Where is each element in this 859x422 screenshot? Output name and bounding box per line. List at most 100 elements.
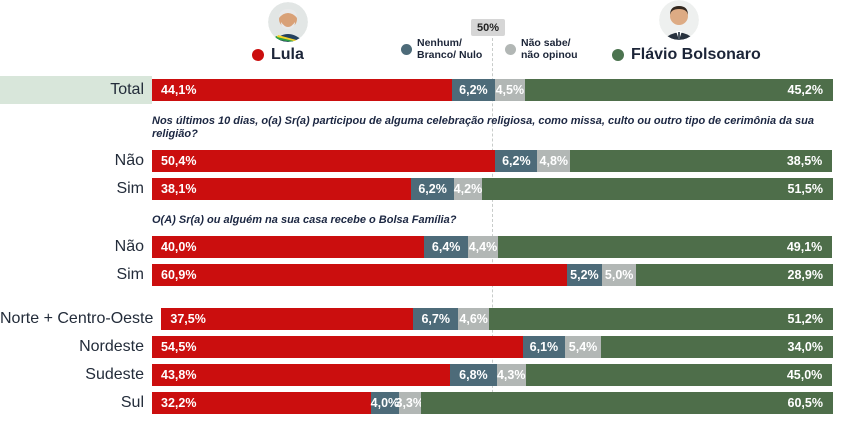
bar-total: 44,1% 6,2% 4,5% 45,2% [152,79,833,101]
segment-value: 5,0% [604,268,634,282]
bar-bolsa-nao: 40,0% 6,4% 4,4% 49,1% [152,236,833,258]
nenhum-label-line2: Branco/ Nulo [417,49,483,61]
fifty-percent-gridline [492,38,493,408]
segment-nao-sabe: 4,5% [494,79,526,101]
row-label: Não [114,152,144,169]
segment-value: 4,2% [453,182,483,196]
segment-lula: 50,4% [152,150,496,172]
segment-flavio: 51,5% [482,178,833,200]
flavio-avatar-image [659,0,699,40]
lula-avatar [268,2,308,42]
nao-sabe-label-line1: Não sabe/ [521,37,571,49]
row-label: Total [0,76,152,104]
segment-lula: 40,0% [152,236,425,258]
segment-value: 4,3% [496,368,526,382]
row-label: Sudeste [85,366,144,383]
bar-sul: 32,2% 4,0% 3,3% 60,5% [152,392,833,414]
nao-sabe-dot-icon [505,43,516,55]
flavio-label: Flávio Bolsonaro [631,46,761,63]
segment-lula: 44,1% [152,79,453,101]
row-total: Total 44,1% 6,2% 4,5% 45,2% [0,76,833,104]
segment-value: 5,4% [568,340,598,354]
legend-lula: Lula [252,46,304,64]
segment-value: 54,5% [161,340,197,354]
segment-lula: 43,8% [152,364,451,386]
segment-value: 4,0% [370,396,400,410]
segment-lula: 32,2% [152,392,372,414]
stacked-bar-chart: Total 44,1% 6,2% 4,5% 45,2% Nos últimos … [0,76,833,420]
segment-nao-sabe: 4,8% [537,150,571,172]
legend-nenhum-branco-nulo: Nenhum/ Branco/ Nulo [401,37,482,61]
segment-flavio: 38,5% [570,150,833,172]
segment-value: 6,7% [421,312,450,326]
segment-value: 5,2% [570,268,599,282]
legend-nao-sabe: Não sabe/ não opinou [505,37,578,61]
bar-nordeste: 54,5% 6,1% 5,4% 34,0% [152,336,833,358]
row-label: Sim [116,180,144,197]
row-religiao-sim: Sim 38,1% 6,2% 4,2% 51,5% [0,178,833,200]
nenhum-label-line1: Nenhum/ [417,37,462,49]
segment-value: 6,4% [431,240,461,254]
segment-lula: 54,5% [152,336,524,358]
row-sul: Sul 32,2% 4,0% 3,3% 60,5% [0,392,833,414]
segment-nao-sabe: 4,6% [458,308,490,330]
bar-bolsa-sim: 60,9% 5,2% 5,0% 28,9% [152,264,833,286]
segment-nao-sabe: 4,3% [496,364,526,386]
nenhum-dot-icon [401,43,412,55]
segment-flavio: 60,5% [420,392,833,414]
segment-lula: 38,1% [152,178,412,200]
segment-value: 60,9% [161,268,197,282]
segment-value: 4,6% [459,312,488,326]
segment-value: 34,0% [787,340,823,354]
segment-nenhum: 6,8% [450,364,497,386]
segment-value: 51,5% [787,182,823,196]
segment-nenhum: 6,2% [411,178,454,200]
question-bolsa-familia: O(A) Sr(a) ou alguém na sua casa recebe … [152,214,457,226]
legend-flavio: Flávio Bolsonaro [612,46,761,64]
nenhum-label: Nenhum/ Branco/ Nulo [417,37,482,61]
segment-value: 3,3% [395,396,425,410]
bar-religiao-nao: 50,4% 6,2% 4,8% 38,5% [152,150,833,172]
lula-label: Lula [271,46,304,63]
segment-nao-sabe: 5,0% [602,264,637,286]
row-bolsa-sim: Sim 60,9% 5,2% 5,0% 28,9% [0,264,833,286]
segment-value: 60,5% [787,396,823,410]
row-nordeste: Nordeste 54,5% 6,1% 5,4% 34,0% [0,336,833,358]
segment-nenhum: 6,4% [424,236,468,258]
fifty-percent-marker: 50% [471,19,505,36]
question-religiao: Nos últimos 10 dias, o(a) Sr(a) particip… [152,115,814,140]
segment-nenhum: 6,1% [523,336,565,358]
segment-lula: 37,5% [161,308,414,330]
row-label: Sul [120,394,144,411]
bar-sudeste: 43,8% 6,8% 4,3% 45,0% [152,364,833,386]
segment-value: 49,1% [786,240,823,254]
segment-flavio: 34,0% [601,336,833,358]
nao-sabe-label: Não sabe/ não opinou [521,37,578,61]
segment-value: 43,8% [161,368,197,382]
segment-nao-sabe: 4,2% [453,178,483,200]
row-sudeste: Sudeste 43,8% 6,8% 4,3% 45,0% [0,364,833,386]
segment-nenhum: 4,0% [370,392,400,414]
segment-value: 4,8% [539,154,569,168]
lula-dot-icon [252,49,264,61]
row-label: Norte + Centro-Oeste [0,310,154,327]
segment-flavio: 45,2% [525,79,833,101]
segment-nenhum: 6,2% [495,150,538,172]
segment-value: 6,8% [459,368,488,382]
segment-flavio: 51,2% [489,308,833,330]
segment-value: 45,0% [786,368,823,382]
segment-value: 6,2% [459,83,488,97]
segment-value: 40,0% [161,240,197,254]
segment-nao-sabe: 5,4% [564,336,602,358]
lula-avatar-image [268,2,308,42]
row-religiao-nao: Não 50,4% 6,2% 4,8% 38,5% [0,150,833,172]
nao-sabe-label-line2: não opinou [521,49,578,61]
row-bolsa-nao: Não 40,0% 6,4% 4,4% 49,1% [0,236,833,258]
row-label: Sim [116,266,144,283]
segment-flavio: 49,1% [497,236,833,258]
segment-value: 44,1% [161,83,197,97]
segment-nenhum: 6,2% [452,79,495,101]
segment-value: 38,5% [786,154,823,168]
segment-value: 50,4% [161,154,197,168]
